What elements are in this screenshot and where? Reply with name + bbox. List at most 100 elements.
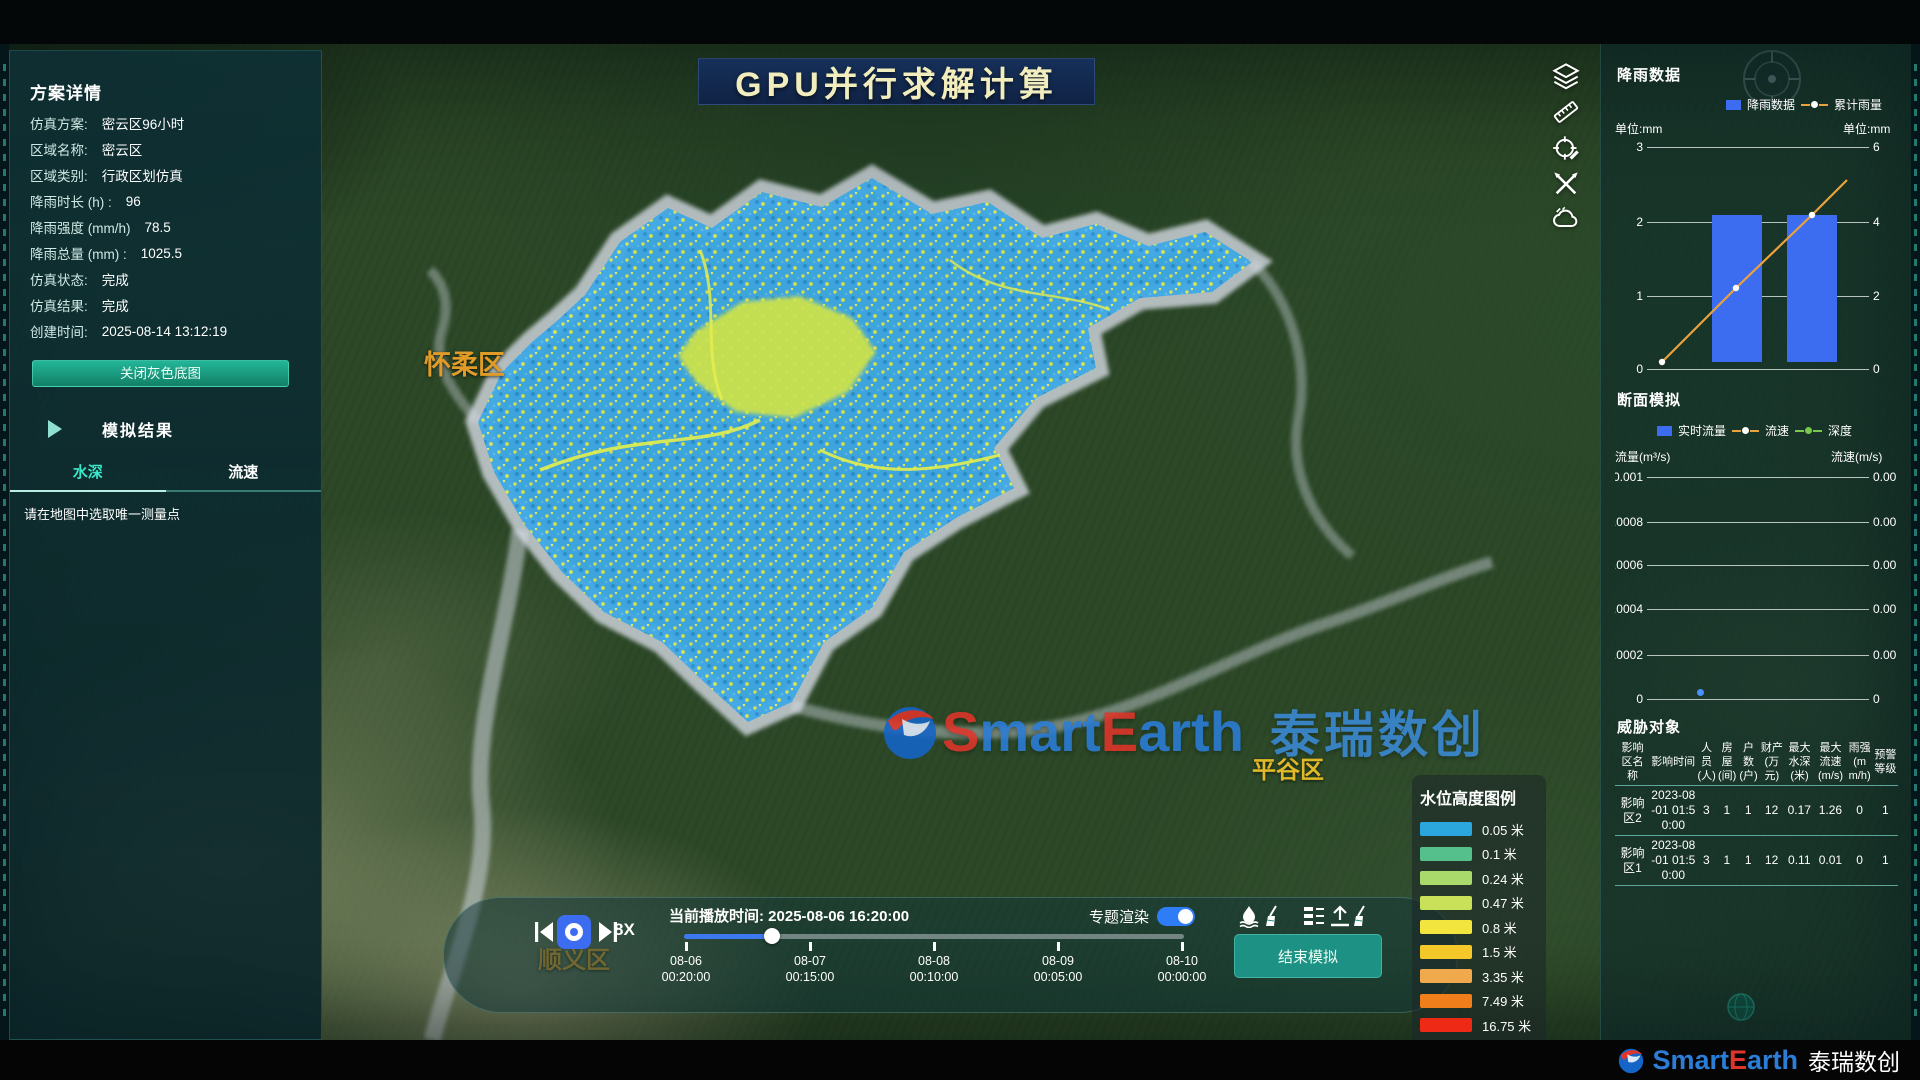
- timeline-label: 08-09 00:05:00: [1033, 954, 1083, 985]
- clear-broom-icon[interactable]: [1262, 904, 1286, 928]
- map-label-huairou: 怀柔区: [424, 350, 505, 380]
- footer-logo: SmartEarth 泰瑞数创: [1616, 1043, 1900, 1077]
- timeline-tick: [685, 942, 688, 951]
- col-warn-level: 预警等级: [1874, 748, 1897, 775]
- threat-table: 影响区名称 影响时间 人员(人) 房屋(间) 户数(户) 财产(万元) 最大水深…: [1615, 740, 1898, 887]
- row-label: 降雨时长 (h) :: [30, 195, 112, 210]
- row-label: 仿真方案:: [30, 117, 88, 132]
- section-unit-left: 流量(m³/s): [1615, 450, 1671, 464]
- threat-table-header: 影响区名称 影响时间 人员(人) 房屋(间) 户数(户) 财产(万元) 最大水深…: [1615, 740, 1898, 787]
- info-row: 仿真结果: 完成: [30, 292, 321, 318]
- row-value: 完成: [101, 299, 129, 314]
- theme-render-toggle[interactable]: [1157, 907, 1196, 926]
- section-data-point: [1697, 689, 1704, 696]
- top-black-bar: [0, 0, 1920, 44]
- info-row: 仿真状态: 完成: [30, 266, 321, 292]
- rain-unit-right: 单位:mm: [1843, 122, 1891, 136]
- legend-swatch: [1420, 944, 1472, 959]
- plan-details-panel: 方案详情 仿真方案: 密云区96小时 区域名称: 密云区 区域类别: 行政区划仿真 降…: [9, 50, 322, 1040]
- page-title: GPU并行求解计算: [735, 66, 1058, 104]
- footer-cn: 泰瑞数创: [1808, 1049, 1900, 1075]
- legend-item: 0.1 米: [1420, 842, 1538, 867]
- timeline-tick: [809, 942, 812, 951]
- flow-legend-swatch: [1657, 425, 1672, 436]
- timeline-label: 08-07 00:15:00: [785, 954, 835, 985]
- right-frame: [1911, 44, 1920, 1040]
- threat-table-row[interactable]: 影响区1 2023-08-01 01:50:00 3 1 1 12 0.11 0…: [1615, 836, 1898, 887]
- col-max-speed: 最大流速(m/s): [1818, 742, 1844, 782]
- panel-title: 方案详情: [30, 84, 102, 103]
- legend-item: 0.24 米: [1420, 866, 1538, 891]
- col-houses: 房屋(间): [1717, 742, 1737, 782]
- locate-icon[interactable]: [1552, 134, 1580, 162]
- skip-back-button[interactable]: [532, 919, 556, 945]
- layer-list-icon[interactable]: [1302, 904, 1326, 928]
- row-value: 1025.5: [140, 245, 183, 261]
- skip-forward-button[interactable]: [596, 919, 620, 945]
- legend-swatch: [1420, 846, 1472, 861]
- weather-cloud-icon[interactable]: [1552, 205, 1580, 233]
- rain-unit-left: 单位:mm: [1615, 122, 1663, 136]
- col-people: 人员(人): [1697, 742, 1716, 782]
- row-value: 2025-08-14 13:12:19: [101, 323, 228, 339]
- threat-table-row[interactable]: 影响区2 2023-08-01 01:50:00 3 1 1 12 0.17 1…: [1615, 786, 1898, 837]
- layers-icon[interactable]: [1552, 62, 1580, 90]
- col-region: 影响区名称: [1621, 742, 1644, 782]
- row-value: 96: [125, 193, 141, 209]
- legend-speed-label: 流速: [1765, 424, 1790, 438]
- section-unit-right: 流速(m/s): [1831, 450, 1883, 464]
- speed-label[interactable]: 8X: [614, 920, 635, 939]
- theme-render-control: 专题渲染: [1089, 906, 1196, 927]
- ruler-icon[interactable]: [1552, 98, 1580, 126]
- legend-swatch: [1420, 895, 1472, 910]
- playback-bar: 当前播放时间: 2025-08-06 16:20:00 8X 08-06 00:2…: [443, 897, 1458, 1013]
- info-row: 区域类别: 行政区划仿真: [30, 162, 321, 188]
- page-title-banner: GPU并行求解计算: [698, 58, 1095, 105]
- row-label: 仿真结果:: [30, 299, 88, 314]
- legend-item: 1.5 米: [1420, 940, 1538, 965]
- water-analysis-icon[interactable]: [1237, 904, 1261, 928]
- line-legend-marker: [1801, 101, 1829, 108]
- legend-cumulative-label: 累计雨量: [1834, 98, 1883, 112]
- row-label: 降雨总量 (mm) :: [30, 247, 127, 262]
- clean-broom-icon[interactable]: [1350, 904, 1374, 928]
- info-row: 创建时间: 2025-08-14 13:12:19: [30, 318, 321, 344]
- legend-item: 0.05 米: [1420, 817, 1538, 842]
- col-households: 户数(户): [1739, 742, 1758, 782]
- end-simulation-button[interactable]: 结束模拟: [1234, 934, 1382, 978]
- legend-swatch: [1420, 993, 1472, 1008]
- row-value: 行政区划仿真: [101, 169, 183, 184]
- legend-item: 3.35 米: [1420, 964, 1538, 989]
- timeline-thumb[interactable]: [764, 928, 780, 944]
- tab-flow-speed[interactable]: 流速: [228, 464, 259, 481]
- speed-legend-marker: [1732, 427, 1760, 434]
- smartearth-watermark: SmartEarth 泰瑞数创: [878, 695, 1486, 767]
- export-up-icon[interactable]: [1328, 904, 1352, 928]
- info-row: 降雨强度 (mm/h) 78.5: [30, 214, 321, 240]
- legend-item: 7.49 米: [1420, 989, 1538, 1014]
- water-level-legend: 水位高度图例 0.05 米 0.1 米 0.24 米 0.47 米 0.8 米 …: [1412, 775, 1546, 1040]
- tab-water-depth[interactable]: 水深: [72, 464, 103, 481]
- footer-globe-icon: [1619, 1048, 1644, 1074]
- row-label: 创建时间:: [30, 325, 88, 340]
- col-assets: 财产(万元): [1760, 742, 1783, 782]
- left-frame: [0, 44, 9, 1040]
- legend-swatch: [1420, 920, 1472, 935]
- timeline-progress: [684, 934, 772, 939]
- close-gray-basemap-button[interactable]: 关闭灰色底图: [32, 360, 289, 387]
- row-value: 78.5: [144, 219, 171, 235]
- timeline-tick: [1057, 942, 1060, 951]
- timeline-slider[interactable]: [684, 928, 1184, 944]
- cross-tools-icon[interactable]: [1552, 170, 1580, 198]
- info-row: 区域名称: 密云区: [30, 136, 321, 162]
- smartearth-wordmark: SmartEarth: [942, 699, 1244, 763]
- footer-wordmark: SmartEarth: [1652, 1044, 1798, 1075]
- play-pause-button[interactable]: [557, 915, 591, 949]
- legend-item: 0.8 米: [1420, 915, 1538, 940]
- col-max-depth: 最大水深(米): [1788, 742, 1811, 782]
- row-label: 区域类别:: [30, 169, 88, 184]
- play-triangle-icon: [48, 420, 62, 438]
- col-rain-intensity: 雨强(mm/h): [1848, 742, 1871, 782]
